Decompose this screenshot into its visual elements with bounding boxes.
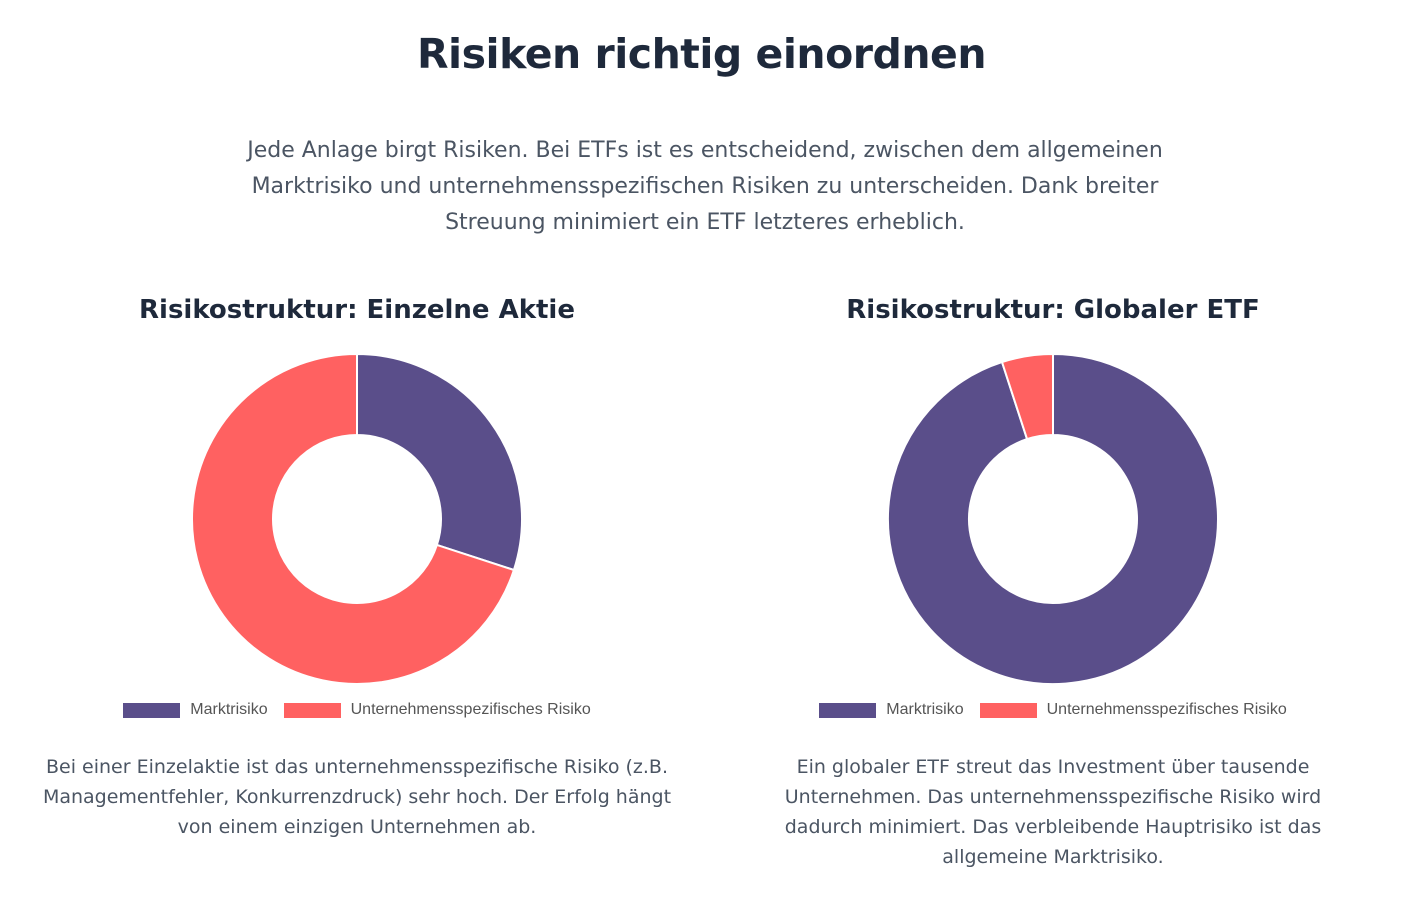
chart-panel-global-etf: Risikostruktur: Globaler ETF Marktrisiko…	[703, 290, 1403, 872]
donut-slice-market[interactable]	[887, 352, 1219, 685]
donut-chart-global-etf	[887, 352, 1219, 685]
chart-description: Bei einer Einzelaktie ist das unternehme…	[42, 756, 672, 838]
donut-chart-single-stock	[191, 352, 523, 685]
chart-title: Risikostruktur: Einzelne Aktie	[139, 295, 575, 325]
legend-swatch-company	[979, 702, 1037, 718]
legend-swatch-market	[819, 702, 877, 718]
chart-title: Risikostruktur: Globaler ETF	[846, 295, 1260, 325]
legend-item-company[interactable]: Unternehmensspezifisches Risiko	[979, 701, 1287, 719]
legend-swatch-company	[283, 702, 341, 718]
legend-label: Unternehmensspezifisches Risiko	[1046, 701, 1287, 718]
legend-swatch-market	[123, 702, 181, 718]
legend-item-company[interactable]: Unternehmensspezifisches Risiko	[283, 701, 591, 719]
donut-slice-market[interactable]	[356, 352, 523, 572]
chart-panel-single-stock: Risikostruktur: Einzelne Aktie Marktrisi…	[7, 290, 707, 842]
legend-label: Marktrisiko	[190, 701, 268, 718]
legend-label: Unternehmensspezifisches Risiko	[350, 701, 591, 718]
donut-slice-company[interactable]	[191, 352, 516, 685]
intro-text: Jede Anlage birgt Risiken. Bei ETFs ist …	[247, 138, 1163, 235]
legend-item-market[interactable]: Marktrisiko	[819, 701, 964, 719]
legend-label: Marktrisiko	[886, 701, 964, 718]
chart-legend: Marktrisiko Unternehmensspezifisches Ris…	[7, 690, 707, 730]
chart-legend: Marktrisiko Unternehmensspezifisches Ris…	[703, 690, 1403, 730]
donut-slice-company[interactable]	[1000, 352, 1054, 441]
chart-description: Ein globaler ETF streut das Investment ü…	[784, 756, 1322, 868]
page-title: Risiken richtig einordnen	[416, 30, 987, 78]
legend-item-market[interactable]: Marktrisiko	[123, 701, 268, 719]
